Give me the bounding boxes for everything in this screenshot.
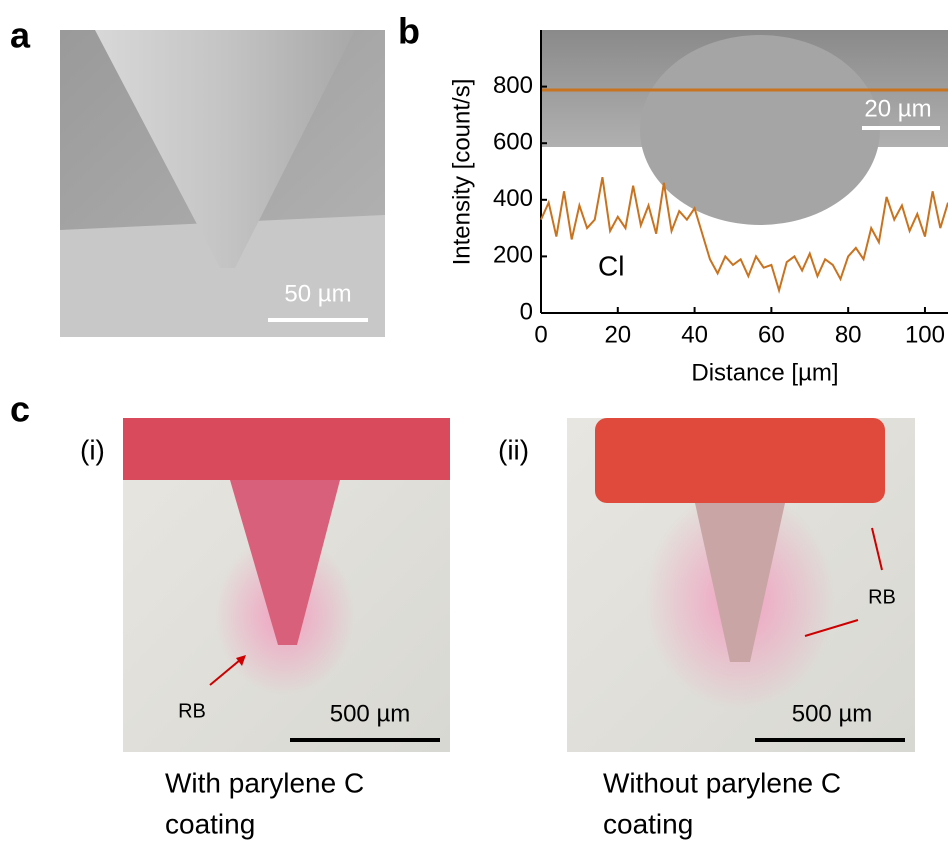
y-tick-label: 800 [493, 72, 533, 99]
scale-bar-label: 20 µm [864, 95, 931, 122]
x-tick-label: 80 [835, 321, 862, 348]
x-tick-label: 0 [534, 321, 547, 348]
y-tick-label: 0 [520, 298, 533, 325]
arrow-label: RB [868, 586, 896, 608]
scale-bar-label: 500 µm [330, 700, 411, 727]
base [595, 418, 885, 503]
subpanel-label: (i) [80, 434, 105, 465]
scale-bar-label: 500 µm [792, 700, 873, 727]
x-tick-label: 20 [604, 321, 631, 348]
caption: Without parylene C [603, 767, 841, 798]
y-tick-label: 400 [493, 185, 533, 212]
line-chart: 20 µm Cl Intensity [count/s] Distance [µ… [448, 30, 948, 386]
x-axis-title: Distance [µm] [691, 359, 838, 386]
figure: a 50 µm b 20 µm Cl Intensity [count/s] D… [0, 0, 948, 842]
base [123, 418, 450, 480]
arrow-label: RB [178, 700, 206, 722]
subpanel-label: (ii) [498, 434, 529, 465]
annotation: Cl [598, 250, 624, 281]
inset-feature [640, 35, 880, 225]
y-tick-label: 600 [493, 129, 533, 156]
y-axis-title: Intensity [count/s] [448, 79, 475, 266]
caption: coating [603, 808, 693, 839]
x-tick-label: 60 [758, 321, 785, 348]
panel-label: b [398, 11, 420, 52]
caption: With parylene C [165, 767, 364, 798]
y-tick-label: 200 [493, 242, 533, 269]
panel-label: c [10, 389, 30, 430]
caption: coating [165, 808, 255, 839]
x-tick-label: 100 [905, 321, 945, 348]
panel-label: a [10, 15, 31, 56]
x-tick-label: 40 [681, 321, 708, 348]
scale-bar-label: 50 µm [284, 280, 351, 307]
